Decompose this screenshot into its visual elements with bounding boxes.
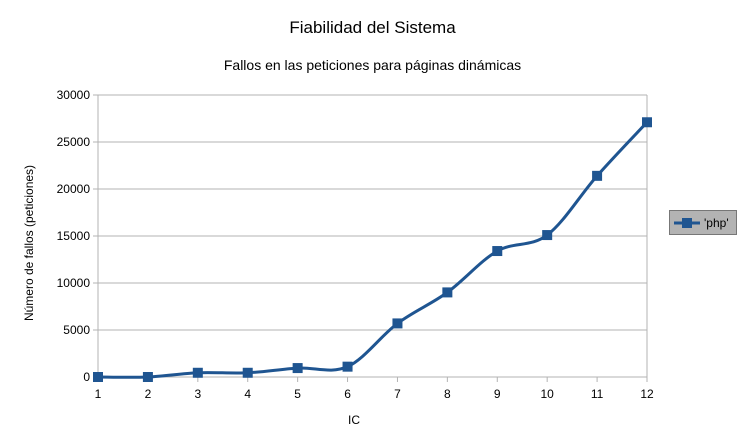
y-tick-label: 15000 xyxy=(57,229,91,243)
series-group xyxy=(93,117,652,382)
y-tick-label: 10000 xyxy=(57,276,91,290)
x-tick-label: 5 xyxy=(294,387,301,401)
data-point xyxy=(192,367,203,378)
x-tick-label: 11 xyxy=(591,387,604,401)
data-point xyxy=(93,372,103,382)
data-point xyxy=(442,287,453,298)
y-tick-label: 20000 xyxy=(57,182,91,196)
x-tick-label: 9 xyxy=(494,387,501,401)
data-point xyxy=(292,363,303,374)
x-tick-label: 1 xyxy=(95,387,102,401)
chart-title: Fiabilidad del Sistema xyxy=(289,18,456,37)
data-point xyxy=(142,372,153,382)
y-tick-labels: 0 5000 10000 15000 20000 25000 30000 xyxy=(57,88,91,384)
data-point xyxy=(242,367,253,378)
x-tick-labels: 1 2 3 4 5 6 7 8 9 10 11 12 xyxy=(95,387,654,401)
y-tick-label: 5000 xyxy=(63,323,90,337)
y-axis-label: Número de fallos (peticiones) xyxy=(22,165,36,321)
x-tick-label: 7 xyxy=(394,387,401,401)
chart-subtitle: Fallos en las peticiones para páginas di… xyxy=(223,57,522,73)
data-point xyxy=(592,170,603,181)
x-tick-label: 4 xyxy=(244,387,251,401)
x-tick-label: 3 xyxy=(194,387,201,401)
data-point xyxy=(342,361,353,372)
x-tick-label: 12 xyxy=(640,387,654,401)
series-line xyxy=(97,121,649,379)
x-tick-label: 6 xyxy=(344,387,351,401)
gridlines xyxy=(98,94,648,378)
y-tick-label: 0 xyxy=(83,370,90,384)
axes xyxy=(93,94,648,382)
legend-label: 'php' xyxy=(704,216,729,230)
x-tick-label: 2 xyxy=(145,387,152,401)
data-point xyxy=(492,246,503,257)
y-tick-label: 30000 xyxy=(57,88,91,102)
legend: 'php' xyxy=(669,210,737,235)
data-point xyxy=(642,117,652,128)
x-tick-label: 8 xyxy=(444,387,451,401)
x-axis-label: IC xyxy=(348,413,360,427)
y-tick-label: 25000 xyxy=(57,135,91,149)
data-point xyxy=(392,318,403,329)
data-point xyxy=(542,230,553,241)
x-tick-label: 10 xyxy=(541,387,555,401)
legend-swatch xyxy=(674,218,700,228)
